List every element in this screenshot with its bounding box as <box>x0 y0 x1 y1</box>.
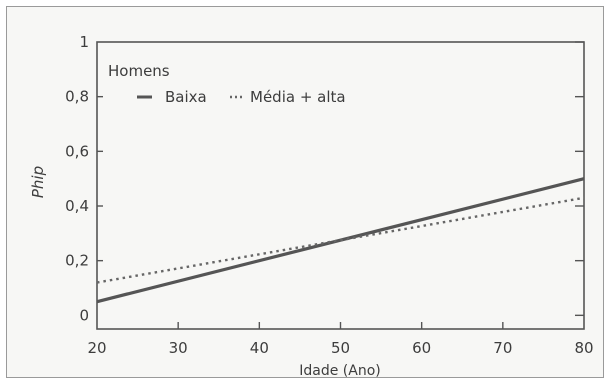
series-line-media-alta <box>96 196 585 284</box>
y-tick-label: 0,2 <box>65 252 89 270</box>
y-tick-label: 0,6 <box>65 142 89 160</box>
y-tick-label: 0,8 <box>65 88 89 106</box>
y-axis-label: Phip <box>29 166 47 198</box>
x-tick-label: 60 <box>412 339 431 357</box>
y-tick-label: 0 <box>79 306 89 324</box>
x-tick-label: 70 <box>493 339 512 357</box>
y-tick-label: 1 <box>79 33 89 51</box>
legend-label: Média + alta <box>250 88 346 106</box>
chart-frame <box>6 6 604 378</box>
legend-label: Baixa <box>165 88 207 106</box>
x-axis-label: Idade (Ano) <box>299 363 380 379</box>
x-tick-label: 20 <box>87 339 106 357</box>
legend-title: Homens <box>108 62 170 80</box>
plot-area <box>96 41 585 330</box>
x-tick-label: 80 <box>574 339 593 357</box>
x-tick-label: 30 <box>169 339 188 357</box>
x-tick-label: 50 <box>331 339 350 357</box>
y-tick-label: 0,4 <box>65 197 89 215</box>
x-tick-label: 40 <box>250 339 269 357</box>
